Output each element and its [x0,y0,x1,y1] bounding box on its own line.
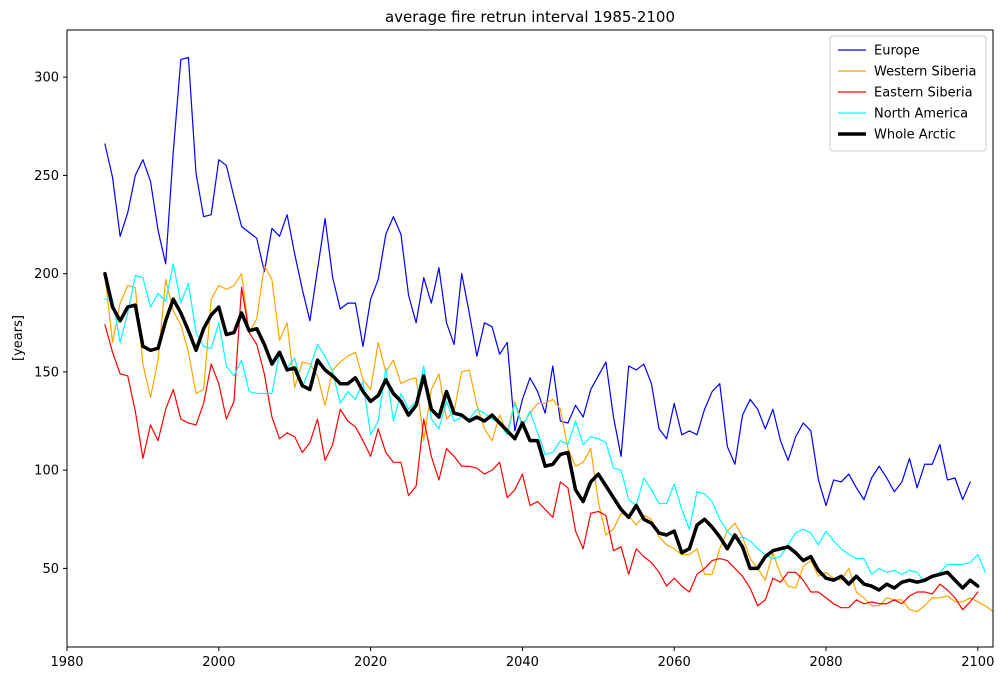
legend-label-western-siberia: Western Siberia [874,65,976,80]
series-line-eastern-siberia [104,286,979,611]
legend-label-north-america: North America [874,107,968,122]
x-tick-label: 1980 [50,655,83,670]
chart-title: average fire retrun interval 1985-2100 [385,8,675,26]
series-line-western-siberia [104,265,993,613]
x-tick-label: 2060 [658,655,691,670]
x-tick-label: 2040 [506,655,539,670]
series-group [103,56,993,613]
axis-ticks: 1980 2000 2020 2040 2060 2080 2100 50 100 150 200 2… [34,71,994,670]
series-line-whole-arctic [103,271,980,592]
y-tick-label: 150 [34,365,59,380]
y-tick-label: 200 [34,267,59,282]
x-tick-label: 2000 [202,655,235,670]
legend-label-whole-arctic: Whole Arctic [874,128,956,143]
y-tick-label: 100 [34,464,59,479]
series-line-north-america [104,263,987,583]
legend-box [829,35,987,152]
legend: Europe Western Siberia Eastern Siberia Nort… [829,35,987,152]
legend-label-eastern-siberia: Eastern Siberia [874,86,973,101]
y-tick-label: 250 [34,169,59,184]
plot-frame [66,29,994,648]
x-tick-label: 2020 [354,655,387,670]
x-tick-label: 2080 [809,655,842,670]
y-tick-label: 50 [42,562,59,577]
y-tick-label: 300 [34,71,59,86]
legend-label-europe: Europe [874,44,920,59]
series-line-europe [104,56,971,507]
y-axis-title: [years] [11,315,26,361]
x-tick-label: 2100 [961,655,994,670]
